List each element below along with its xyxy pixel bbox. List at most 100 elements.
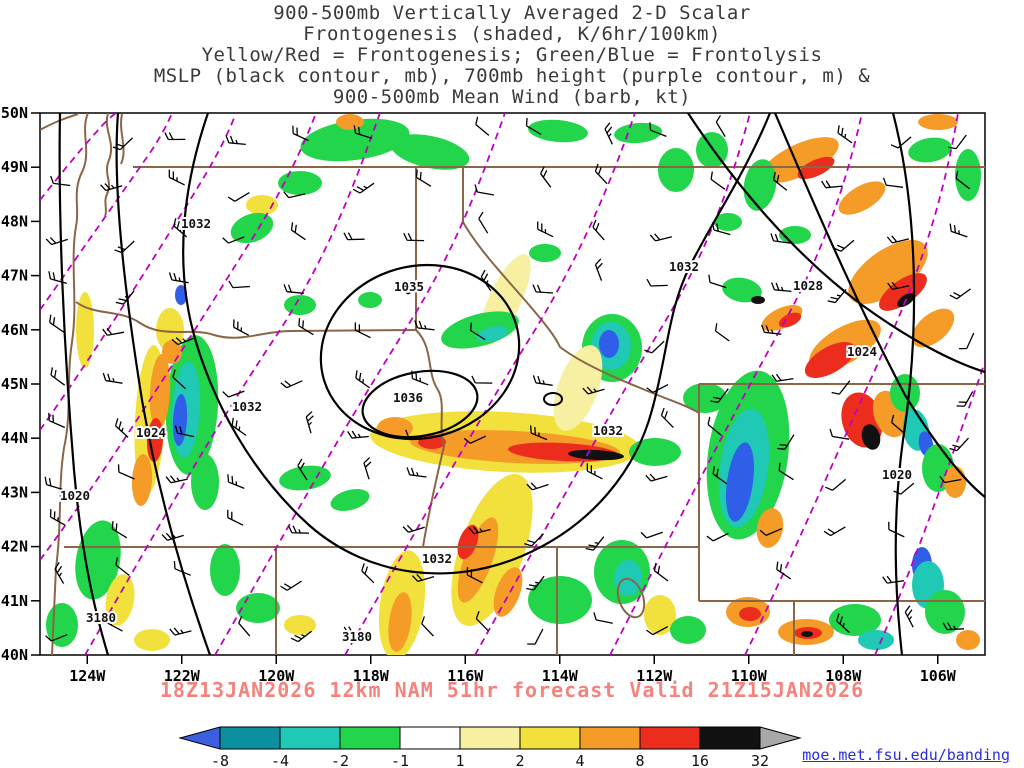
- shading-blob: [801, 631, 813, 637]
- shading-blob: [230, 212, 274, 244]
- lat-tick-label: 50N: [1, 104, 28, 122]
- lon-tick-label: 120W: [258, 667, 295, 685]
- shading-blob: [336, 114, 364, 130]
- shading-blob: [739, 607, 761, 621]
- shading-blob: [756, 508, 784, 548]
- shading-blob: [751, 296, 765, 304]
- lon-tick-label: 114W: [542, 667, 579, 685]
- colorbar-segment: [639, 726, 701, 750]
- shading-blob: [683, 383, 727, 413]
- shading-blob: [172, 394, 188, 446]
- height-contour-label: 3180: [86, 610, 116, 625]
- shading-blob: [838, 181, 886, 215]
- colorbar-tick-label: -1: [391, 752, 409, 768]
- shading-blob: [131, 454, 153, 506]
- mslp-contour-label: 1032: [232, 399, 262, 414]
- title-line-1: 900-500mb Vertically Averaged 2-D Scalar: [273, 2, 751, 24]
- colorbar-tick-label: 1: [455, 752, 464, 768]
- height-contour: [40, 113, 173, 311]
- lon-tick-label: 106W: [920, 667, 957, 685]
- shading-blob: [644, 595, 676, 635]
- colorbar-tick-label: 2: [515, 752, 524, 768]
- shading-blob: [210, 544, 240, 596]
- height-contour: [84, 113, 381, 655]
- shading-blob: [175, 285, 187, 305]
- shading-blob: [149, 354, 171, 430]
- colorbar: -8 -4 -2 -1 1 2 4 8 16 32: [178, 726, 802, 768]
- shading-blob: [629, 438, 681, 466]
- shading-blob: [134, 629, 170, 651]
- colorbar-segment: [219, 726, 281, 750]
- colorbar-left-arrow: [178, 726, 221, 750]
- map-title: 900-500mb Vertically Averaged 2-D Scalar…: [0, 3, 1024, 108]
- height-contour: [40, 113, 117, 201]
- height-contour: [609, 113, 863, 655]
- shading-blob: [529, 244, 561, 262]
- shading-blob: [911, 308, 955, 348]
- lon-tick-label: 118W: [353, 667, 390, 685]
- shading-blob: [722, 277, 762, 303]
- shading-blob: [829, 604, 881, 636]
- mslp-contour: [361, 369, 479, 439]
- shading-blob: [156, 308, 184, 352]
- lat-tick-label: 41N: [1, 592, 28, 610]
- mslp-contour-label: 1024: [136, 425, 166, 440]
- lat-tick-label: 45N: [1, 375, 28, 393]
- colorbar-segment: [519, 726, 581, 750]
- colorbar-right-arrow: [759, 726, 802, 750]
- lon-tick-label: 124W: [69, 667, 106, 685]
- shading-blob: [246, 195, 278, 215]
- shading-blob: [76, 292, 94, 368]
- state-border: [462, 167, 700, 414]
- height-contour: [40, 113, 237, 431]
- shading-blob: [75, 520, 121, 600]
- lat-tick-label: 49N: [1, 158, 28, 176]
- state-border: [104, 113, 113, 217]
- shading-blob: [725, 442, 755, 522]
- shading-blob: [670, 616, 706, 644]
- lat-tick-label: 46N: [1, 321, 28, 339]
- colorbar-segment: [579, 726, 641, 750]
- shading-blob: [956, 630, 980, 650]
- title-line-5: 900-500mb Mean Wind (barb, kt): [332, 86, 692, 108]
- mslp-contour-label: 1028: [793, 278, 823, 293]
- state-border: [51, 113, 89, 655]
- shading-blob: [388, 592, 412, 652]
- mslp-contour-label: 1020: [882, 467, 912, 482]
- state-border: [120, 113, 125, 165]
- state-borders-layer: [40, 113, 985, 655]
- shading-blob: [908, 137, 952, 163]
- shading-blob: [457, 517, 499, 603]
- shading-blob: [568, 449, 624, 461]
- colorbar-tick-label: -8: [211, 752, 229, 768]
- shading-blob: [441, 311, 519, 349]
- shading-blob: [761, 305, 803, 331]
- height-contour: [214, 113, 506, 655]
- lon-tick-label: 108W: [825, 667, 862, 685]
- shading-blob: [658, 148, 694, 192]
- title-line-4: MSLP (black contour, mb), 700mb height (…: [153, 65, 871, 87]
- shading-blob: [925, 590, 965, 634]
- shading-blob: [761, 137, 839, 183]
- colorbar-tick-label: 32: [751, 752, 769, 768]
- colorbar-tick-label: -4: [271, 752, 289, 768]
- shading-blob: [278, 171, 322, 195]
- shading-blob: [191, 454, 219, 510]
- mslp-contour-label: 1024: [847, 344, 877, 359]
- shading-blob: [390, 134, 470, 170]
- shading-blob: [528, 119, 588, 143]
- shading-blob: [599, 330, 619, 358]
- shading-blob: [476, 326, 508, 342]
- credit-link[interactable]: moe.met.fsu.edu/banding: [802, 746, 1010, 764]
- height-contour: [744, 113, 959, 655]
- map-axes: 50N 49N 48N 47N 46N 45N 44N 43N 42N 41N 40N 124W 122…: [1, 104, 957, 685]
- lat-tick-label: 44N: [1, 429, 28, 447]
- lat-tick-label: 43N: [1, 483, 28, 501]
- colorbar-tick-label: 8: [635, 752, 644, 768]
- lat-tick-label: 40N: [1, 646, 28, 664]
- mslp-contour-label: 1036: [393, 390, 423, 405]
- shading-blob: [918, 114, 958, 130]
- great-salt-lake-outline: [616, 577, 646, 619]
- height-contour-label: 3180: [342, 629, 372, 644]
